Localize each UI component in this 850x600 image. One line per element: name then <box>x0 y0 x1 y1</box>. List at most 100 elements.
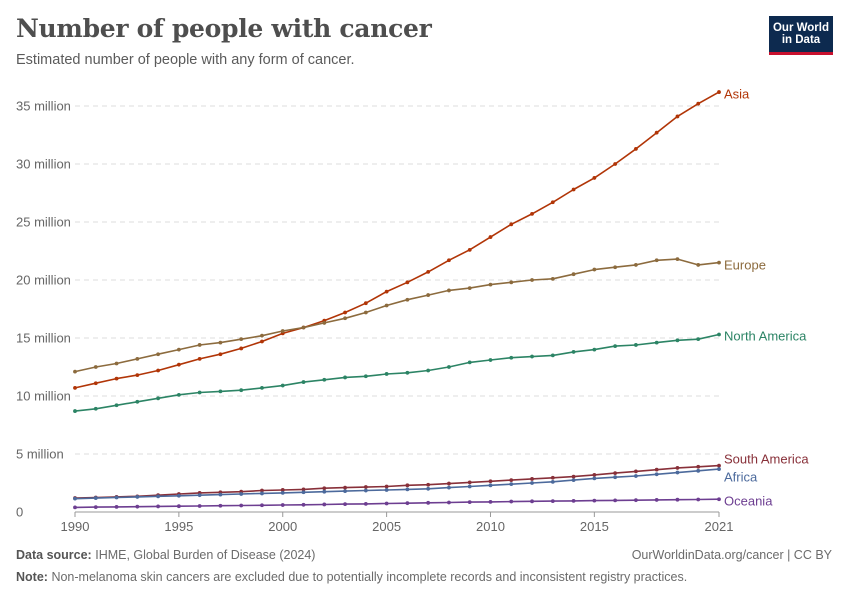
data-point <box>717 467 721 471</box>
data-point <box>447 500 451 505</box>
data-point <box>675 470 680 475</box>
data-point <box>654 498 659 502</box>
data-point <box>571 498 576 503</box>
data-point <box>447 485 451 490</box>
data-point <box>384 303 389 308</box>
data-point <box>176 504 181 509</box>
data-point <box>218 340 223 345</box>
data-point <box>509 482 514 487</box>
data-point <box>135 399 140 404</box>
data-point <box>592 176 597 180</box>
data-point <box>426 368 431 373</box>
data-point <box>467 500 472 505</box>
series-line-asia <box>74 91 720 389</box>
data-point <box>488 479 493 484</box>
data-point <box>447 365 451 369</box>
data-point <box>197 343 202 347</box>
data-point <box>156 352 160 357</box>
x-tick-label: 2005 <box>372 519 401 534</box>
data-point <box>613 265 618 270</box>
data-point <box>550 479 555 484</box>
data-point <box>592 476 597 481</box>
data-point <box>509 478 514 482</box>
data-point <box>73 409 77 413</box>
data-point <box>301 490 306 495</box>
y-tick-label: 5 million <box>16 447 64 462</box>
data-point <box>654 467 659 472</box>
data-point <box>114 361 119 366</box>
series-label: North America <box>724 329 807 344</box>
data-point <box>426 500 431 505</box>
data-point <box>363 485 368 489</box>
data-point <box>280 503 285 507</box>
data-point <box>717 463 721 468</box>
data-point <box>197 390 202 395</box>
data-point <box>530 354 534 359</box>
data-point <box>488 500 493 504</box>
data-point <box>467 480 472 485</box>
data-point <box>93 365 98 369</box>
owid-logo[interactable]: Our World in Data <box>769 16 833 55</box>
data-point <box>363 501 368 506</box>
data-point <box>530 481 534 485</box>
note-label: Note: <box>16 570 48 584</box>
data-point <box>343 375 347 380</box>
data-point <box>571 187 576 192</box>
data-point <box>571 272 576 277</box>
series-label: Africa <box>724 470 758 485</box>
data-point <box>73 496 77 501</box>
data-point <box>405 280 410 285</box>
data-point <box>322 486 327 491</box>
series-line-north-america <box>74 333 720 412</box>
data-point <box>426 486 431 491</box>
chart-title: Number of people with cancer <box>16 14 432 43</box>
data-point <box>467 286 472 291</box>
data-point <box>156 396 160 401</box>
series-line-europe <box>74 258 720 373</box>
data-point <box>280 383 285 388</box>
data-point <box>696 337 701 342</box>
data-point <box>613 475 618 480</box>
data-point <box>280 329 285 333</box>
data-point <box>509 280 514 285</box>
data-point <box>613 471 618 476</box>
y-tick-label: 25 million <box>16 215 71 230</box>
data-point <box>73 385 77 390</box>
data-point <box>447 481 451 486</box>
data-point <box>260 333 264 338</box>
data-point <box>405 501 410 506</box>
data-point <box>488 358 493 362</box>
data-point <box>363 301 368 306</box>
source-url[interactable]: OurWorldinData.org/cancer | CC BY <box>631 548 832 562</box>
data-point <box>696 464 701 469</box>
data-point <box>654 340 659 345</box>
data-point <box>467 484 472 489</box>
data-point <box>426 482 431 487</box>
data-point <box>260 385 264 390</box>
data-point <box>613 344 618 349</box>
x-tick-label: 2021 <box>705 519 734 534</box>
data-point <box>592 498 597 503</box>
data-point <box>592 347 597 352</box>
x-tick-label: 1995 <box>164 519 193 534</box>
logo-line-1: Our World <box>772 21 829 34</box>
data-point <box>114 504 119 509</box>
data-point <box>301 325 306 330</box>
data-point <box>509 355 514 360</box>
data-point <box>343 310 347 315</box>
data-point <box>613 162 618 166</box>
data-point <box>509 222 514 227</box>
data-point <box>634 343 638 347</box>
data-point <box>343 316 347 321</box>
data-point <box>301 502 306 507</box>
data-point <box>218 503 223 508</box>
data-point <box>675 466 680 470</box>
logo-line-2: in Data <box>781 34 821 46</box>
data-point <box>654 472 659 477</box>
data-point <box>696 101 701 106</box>
data-point <box>571 474 576 479</box>
data-source-text[interactable]: IHME, Global Burden of Disease (2024) <box>95 548 316 562</box>
data-point <box>322 321 327 325</box>
data-point <box>675 114 680 119</box>
